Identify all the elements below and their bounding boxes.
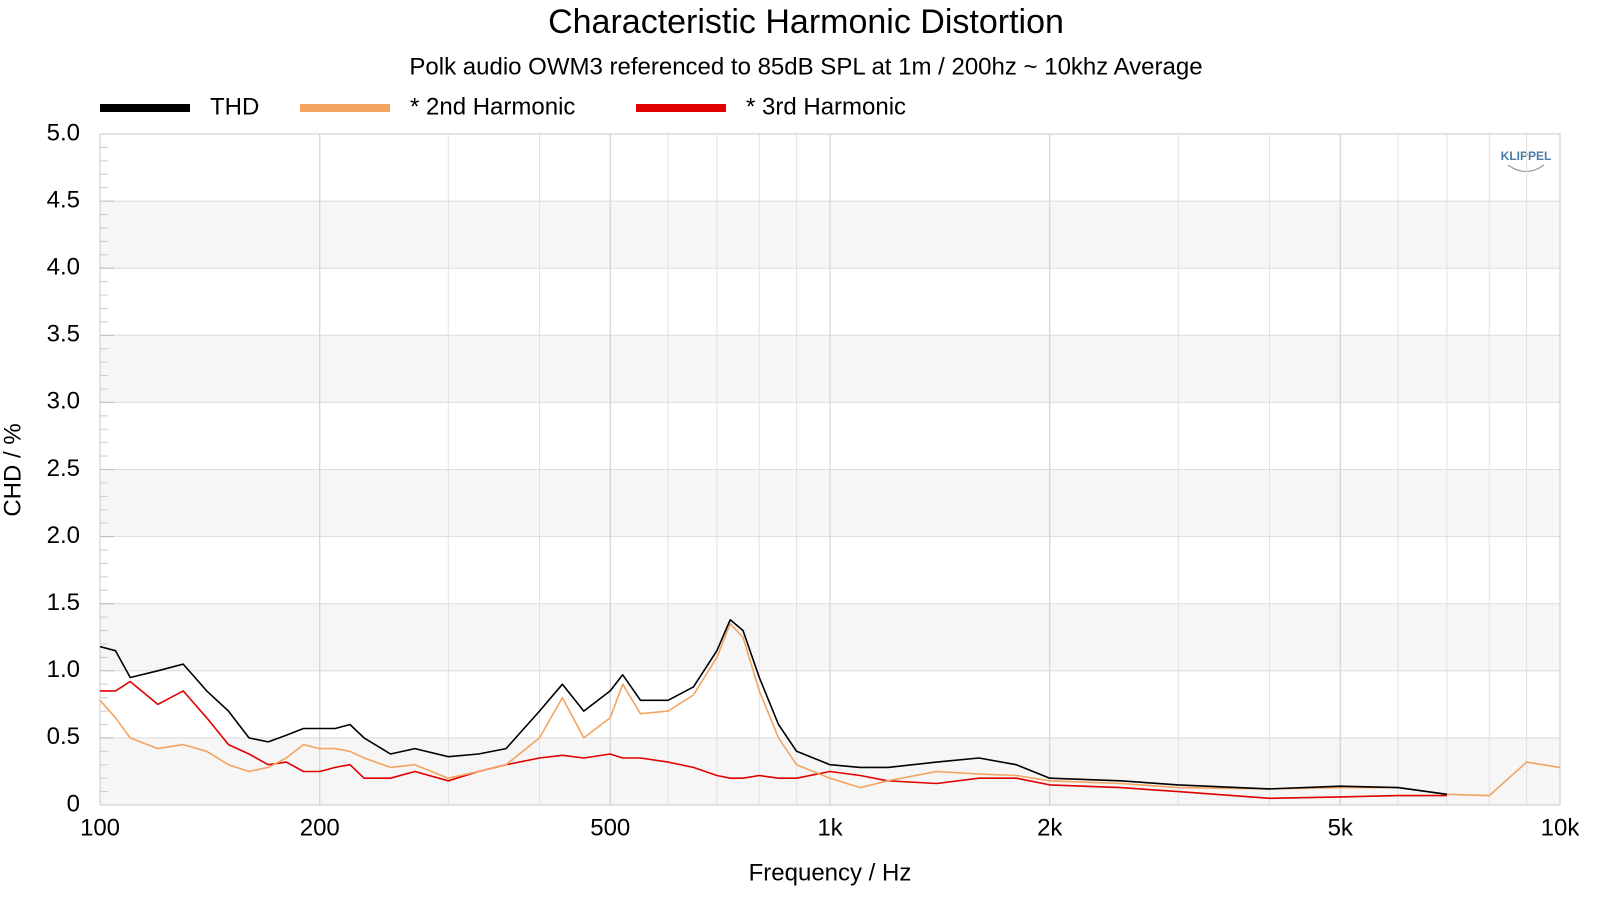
y-axis-label: CHD / % [0,423,26,516]
logo: KLIPPEL [1501,149,1552,163]
y-tick-label: 0 [67,790,80,817]
y-tick-label: 3.5 [47,321,80,348]
x-tick-label: 200 [300,814,340,841]
y-tick-label: 0.5 [47,723,80,750]
x-tick-label: 2k [1037,814,1063,841]
y-tick-label: 4.0 [47,254,80,281]
y-tick-label: 2.5 [47,455,80,482]
x-tick-label: 100 [80,814,120,841]
y-tick-label: 5.0 [47,119,80,146]
chart-title: Characteristic Harmonic Distortion [548,3,1064,41]
x-tick-label: 1k [817,814,843,841]
x-tick-label: 500 [590,814,630,841]
legend-label: * 2nd Harmonic [410,93,575,120]
plot-frame [99,133,1561,806]
y-tick-label: 1.5 [47,589,80,616]
series-line [100,680,1447,800]
y-tick-label: 3.0 [47,388,80,415]
chart-subtitle: Polk audio OWM3 referenced to 85dB SPL a… [409,53,1202,80]
y-tick-label: 4.5 [47,186,80,213]
y-tick-label: 2.0 [47,522,80,549]
series-line [99,623,1561,797]
x-axis-label: Frequency / Hz [749,859,912,886]
x-tick-label: 10k [1541,814,1581,841]
legend-label: * 3rd Harmonic [746,93,906,120]
series-line [99,619,1448,796]
x-tick-label: 5k [1328,814,1354,841]
logo-arc [1507,164,1545,173]
y-tick-label: 1.0 [47,656,80,683]
legend-label: THD [210,93,259,120]
